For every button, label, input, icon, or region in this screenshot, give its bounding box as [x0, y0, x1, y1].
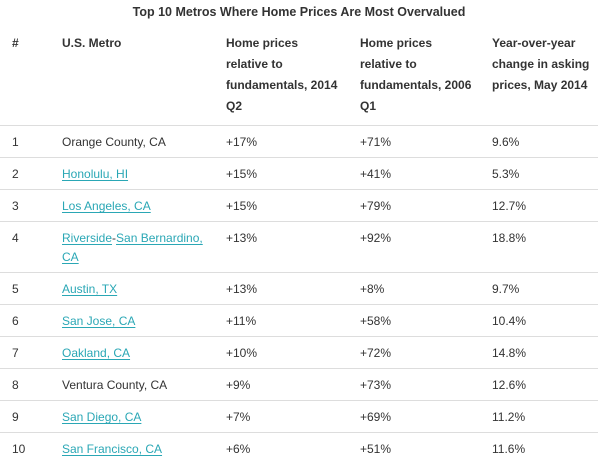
yoy-change-cell: 5.3% [480, 157, 598, 190]
table-row: 6 San Jose, CA +11% +58% 10.4% [0, 304, 598, 337]
fundamentals-2006-cell: +51% [348, 432, 480, 461]
header-rank: # [0, 26, 50, 126]
rank-cell: 3 [0, 189, 50, 222]
header-fundamentals-2006: Home prices relative to fundamentals, 20… [348, 26, 480, 126]
table-row: 3 Los Angeles, CA +15% +79% 12.7% [0, 189, 598, 222]
table-row: 4 Riverside-San Bernardino, CA +13% +92%… [0, 221, 598, 273]
fundamentals-2006-cell: +71% [348, 125, 480, 158]
metro-link-austin[interactable]: Austin, TX [62, 282, 118, 296]
fundamentals-2006-cell: +79% [348, 189, 480, 222]
rank-cell: 2 [0, 157, 50, 190]
table-row: 2 Honolulu, HI +15% +41% 5.3% [0, 157, 598, 190]
metro-cell: San Jose, CA [50, 304, 214, 337]
metro-cell: San Francisco, CA [50, 432, 214, 461]
yoy-change-cell: 9.7% [480, 272, 598, 305]
fundamentals-2006-cell: +92% [348, 221, 480, 273]
table-row: 5 Austin, TX +13% +8% 9.7% [0, 272, 598, 305]
fundamentals-2014-cell: +17% [214, 125, 348, 158]
metro-link-san-bernardino[interactable]: San Bernardino, CA [62, 231, 203, 264]
fundamentals-2006-cell: +8% [348, 272, 480, 305]
metro-cell: Riverside-San Bernardino, CA [50, 221, 214, 273]
fundamentals-2014-cell: +13% [214, 272, 348, 305]
table-row: 7 Oakland, CA +10% +72% 14.8% [0, 336, 598, 369]
rank-cell: 6 [0, 304, 50, 337]
rank-cell: 5 [0, 272, 50, 305]
yoy-change-cell: 14.8% [480, 336, 598, 369]
metro-separator: - [112, 231, 117, 245]
metro-link-san-francisco[interactable]: San Francisco, CA [62, 442, 163, 456]
metros-table: # U.S. Metro Home prices relative to fun… [0, 26, 598, 461]
metro-cell: Oakland, CA [50, 336, 214, 369]
fundamentals-2006-cell: +41% [348, 157, 480, 190]
yoy-change-cell: 9.6% [480, 125, 598, 158]
header-row: # U.S. Metro Home prices relative to fun… [0, 26, 598, 126]
fundamentals-2014-cell: +10% [214, 336, 348, 369]
fundamentals-2006-cell: +58% [348, 304, 480, 337]
metro-link-oakland[interactable]: Oakland, CA [62, 346, 131, 360]
metro-link-los-angeles[interactable]: Los Angeles, CA [62, 199, 151, 213]
metro-cell: Honolulu, HI [50, 157, 214, 190]
metro-cell: Los Angeles, CA [50, 189, 214, 222]
metro-link-riverside[interactable]: Riverside [62, 231, 113, 245]
rank-cell: 4 [0, 221, 50, 273]
fundamentals-2014-cell: +11% [214, 304, 348, 337]
metro-cell: Austin, TX [50, 272, 214, 305]
header-yoy-change: Year-over-year change in asking prices, … [480, 26, 598, 126]
rank-cell: 7 [0, 336, 50, 369]
fundamentals-2014-cell: +6% [214, 432, 348, 461]
rank-cell: 9 [0, 400, 50, 433]
header-metro: U.S. Metro [50, 26, 214, 126]
table-row: 1 Orange County, CA +17% +71% 9.6% [0, 125, 598, 158]
rank-cell: 8 [0, 368, 50, 401]
metro-link-honolulu[interactable]: Honolulu, HI [62, 167, 129, 181]
yoy-change-cell: 12.7% [480, 189, 598, 222]
rank-cell: 1 [0, 125, 50, 158]
table-row: 9 San Diego, CA +7% +69% 11.2% [0, 400, 598, 433]
fundamentals-2014-cell: +15% [214, 157, 348, 190]
fundamentals-2006-cell: +73% [348, 368, 480, 401]
metro-link-san-jose[interactable]: San Jose, CA [62, 314, 136, 328]
metro-cell: Ventura County, CA [50, 368, 214, 401]
fundamentals-2006-cell: +72% [348, 336, 480, 369]
table-title: Top 10 Metros Where Home Prices Are Most… [132, 5, 466, 19]
yoy-change-cell: 11.6% [480, 432, 598, 461]
metro-link-san-diego[interactable]: San Diego, CA [62, 410, 142, 424]
yoy-change-cell: 10.4% [480, 304, 598, 337]
header-fundamentals-2014: Home prices relative to fundamentals, 20… [214, 26, 348, 126]
fundamentals-2014-cell: +7% [214, 400, 348, 433]
rank-cell: 10 [0, 432, 50, 461]
table-row: 10 San Francisco, CA +6% +51% 11.6% [0, 432, 598, 461]
yoy-change-cell: 12.6% [480, 368, 598, 401]
fundamentals-2014-cell: +9% [214, 368, 348, 401]
fundamentals-2006-cell: +69% [348, 400, 480, 433]
yoy-change-cell: 18.8% [480, 221, 598, 273]
fundamentals-2014-cell: +15% [214, 189, 348, 222]
yoy-change-cell: 11.2% [480, 400, 598, 433]
fundamentals-2014-cell: +13% [214, 221, 348, 273]
table-row: 8 Ventura County, CA +9% +73% 12.6% [0, 368, 598, 401]
metro-cell: San Diego, CA [50, 400, 214, 433]
metro-cell: Orange County, CA [50, 125, 214, 158]
